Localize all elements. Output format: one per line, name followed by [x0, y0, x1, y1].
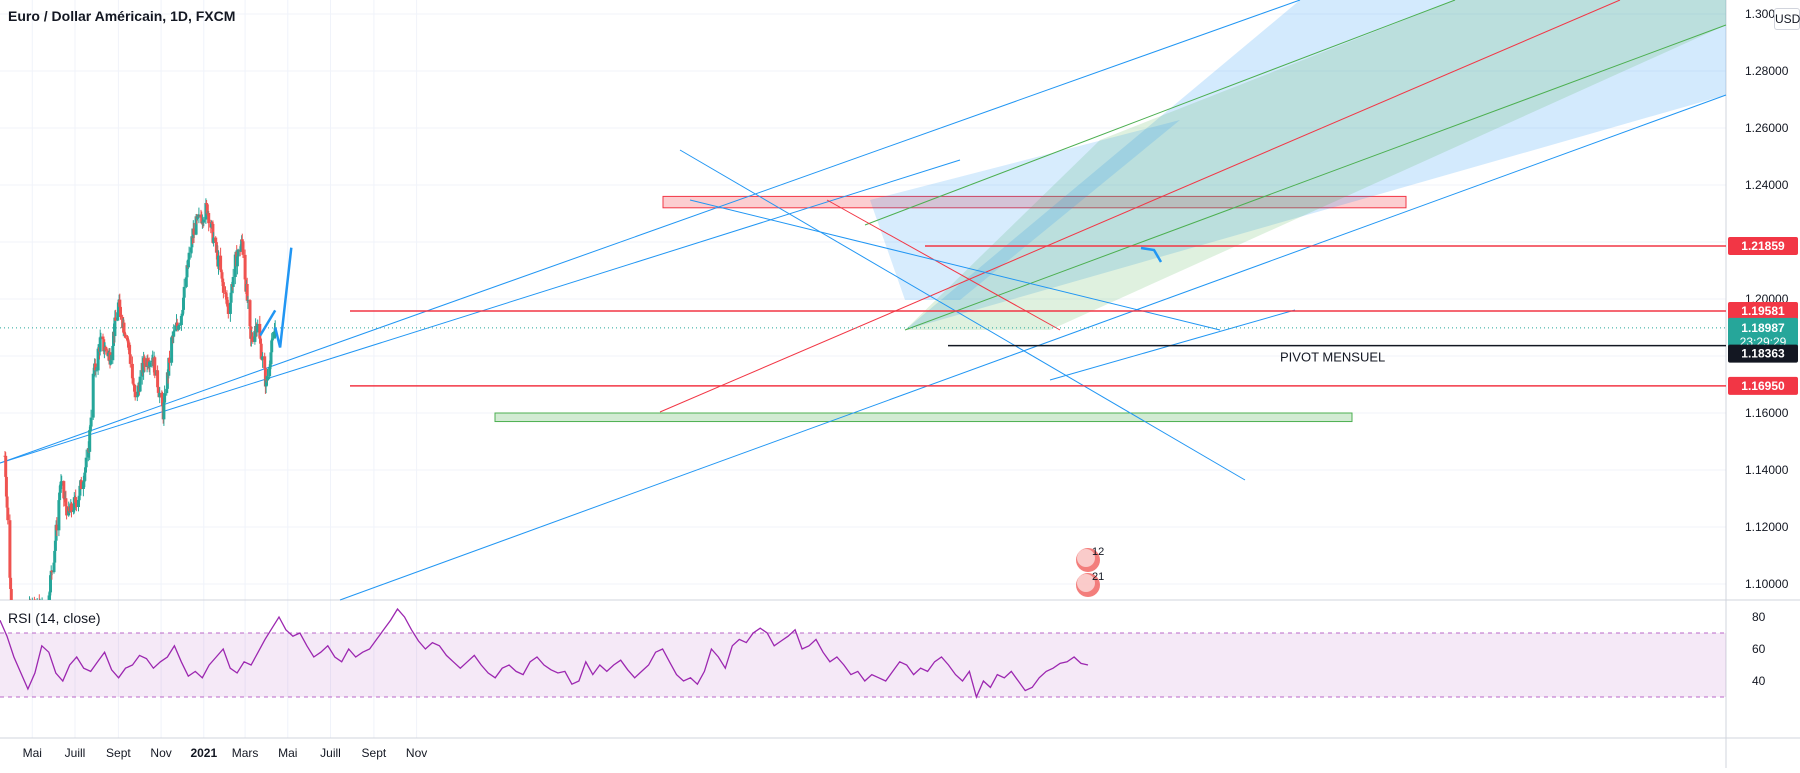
rsi-tick-label: 40 — [1752, 674, 1766, 688]
candle-body — [244, 255, 247, 280]
y-tick-label: 1.12000 — [1745, 520, 1789, 534]
candle-body — [183, 287, 186, 298]
rsi-tick-label: 80 — [1752, 610, 1766, 624]
candle-body — [219, 256, 222, 270]
candle-body — [77, 500, 80, 507]
candle-body — [156, 370, 159, 387]
candle-body — [118, 300, 121, 307]
candle-body — [202, 220, 205, 223]
badge-resistance-2-text: 1.19581 — [1741, 304, 1785, 318]
event-label: 12 — [1092, 546, 1104, 558]
projection-path — [275, 248, 291, 348]
badge-pivot-text: 1.18363 — [1741, 347, 1785, 361]
candle-body — [172, 331, 175, 336]
badge-support-text: 1.16950 — [1741, 379, 1785, 393]
currency-button[interactable]: USD — [1774, 8, 1800, 30]
y-tick-label: 1.26000 — [1745, 121, 1789, 135]
support-zone — [495, 413, 1352, 422]
x-tick-label: Nov — [406, 746, 427, 760]
x-tick-label: Sept — [362, 746, 387, 760]
candle-body — [173, 330, 176, 331]
candle-body — [139, 377, 142, 392]
badge-resistance-1-text: 1.21859 — [1741, 239, 1785, 253]
candle-body — [8, 520, 11, 578]
candle-body — [104, 347, 107, 351]
x-tick-label: Mars — [232, 746, 259, 760]
candle-body — [99, 337, 102, 351]
candle-body — [6, 508, 9, 521]
x-tick-label: Juill — [320, 746, 341, 760]
y-tick-label: 1.24000 — [1745, 178, 1789, 192]
candle-body — [178, 325, 181, 326]
candle-body — [5, 477, 8, 497]
candle-body — [88, 430, 91, 452]
rsi-legend: RSI (14, close) — [8, 610, 101, 626]
candle-body — [163, 393, 166, 403]
pivot-label: PIVOT MENSUEL — [1280, 350, 1385, 365]
candle-body — [6, 497, 9, 508]
y-tick-label: 1.14000 — [1745, 463, 1789, 477]
candle-body — [133, 385, 136, 392]
candle-body — [242, 241, 245, 255]
y-tick-label: 1.10000 — [1745, 577, 1789, 591]
x-tick-label: Nov — [150, 746, 171, 760]
candle-body — [222, 282, 225, 293]
candle-body — [92, 374, 95, 418]
candle-body — [85, 458, 88, 468]
candle-body — [249, 300, 252, 326]
candle-body — [90, 418, 93, 427]
x-tick-label: Mai — [278, 746, 297, 760]
y-tick-label: 1.16000 — [1745, 406, 1789, 420]
candle-body — [129, 354, 132, 364]
candle-body — [119, 307, 122, 317]
projection-lead — [260, 310, 275, 335]
y-tick-label: 1.28000 — [1745, 64, 1789, 78]
rsi-band — [0, 633, 1726, 697]
chart-title: Euro / Dollar Américain, 1D, FXCM — [8, 8, 235, 24]
candle-body — [271, 339, 274, 341]
event-label: 21 — [1092, 571, 1104, 583]
candle-body — [162, 403, 165, 420]
candle-body — [109, 360, 112, 364]
candle-body — [266, 376, 269, 380]
candle-body — [95, 370, 98, 371]
candle-body — [188, 253, 191, 260]
candle-body — [124, 335, 127, 338]
x-tick-label: Mai — [23, 746, 42, 760]
x-tick-label: Sept — [106, 746, 131, 760]
x-tick-label: 2021 — [190, 746, 217, 760]
badge-last-price-text: 1.18987 — [1741, 321, 1785, 335]
candle-body — [207, 213, 210, 223]
candle-body — [10, 589, 13, 600]
candle-body — [148, 362, 151, 367]
rsi-tick-label: 60 — [1752, 642, 1766, 656]
x-tick-label: Juill — [65, 746, 86, 760]
candle-body — [123, 323, 126, 333]
candle-body — [232, 277, 235, 287]
